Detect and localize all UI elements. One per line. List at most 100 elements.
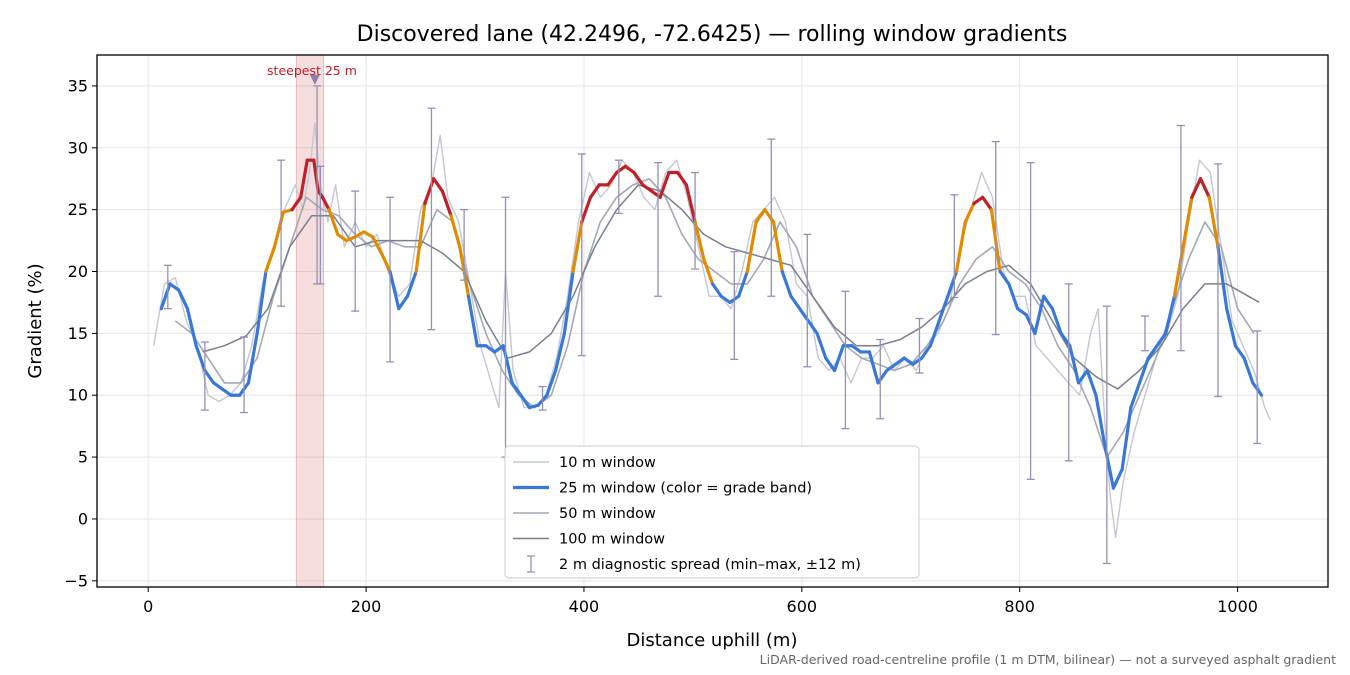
series-25m-segment [1120,406,1133,472]
series-25m-segment [1164,294,1176,335]
error-bar [803,233,812,368]
series-25m-segment [902,356,915,366]
legend-label: 25 m window (color = grade band) [559,481,812,497]
y-tick-label: 0 [78,509,88,528]
series-25m-segment [815,331,828,360]
series-25m-segment [220,387,233,397]
error-bar [1176,124,1185,352]
legend-label: 50 m window [559,506,656,522]
series-25m-segment [676,170,688,187]
legend-entry: 50 m window [513,506,656,522]
error-bar [277,159,286,307]
series-25m-segment [928,319,941,348]
series-25m-segment [379,251,392,274]
error-bar [654,161,663,297]
series-25m-segment [327,208,340,236]
series-25m-segment [920,344,932,360]
y-tick-label: 25 [68,200,88,219]
series-25m-segment [554,331,566,373]
error-bar [614,159,623,215]
error-bar [950,194,959,299]
error-bar [915,317,924,374]
series-25m-segment [684,183,697,224]
series-25m-segment [1181,195,1194,249]
diagnostic-error-bars [163,85,1262,565]
series-25m-segment [885,362,898,373]
error-bar [841,290,850,430]
series-25m-segment [937,294,950,323]
steepest-band-highlight [295,55,325,587]
series-25m-segment [1225,307,1238,348]
series-25m-segment [545,368,558,397]
series-25m-segment [203,368,216,385]
series-25m-segment [1172,245,1185,298]
series-25m-segment [440,189,453,218]
series-25m-segment [519,393,532,410]
error-bar [1140,315,1149,352]
annotations: steepest 25 m [267,63,357,85]
error-bar [730,251,739,361]
x-tick-label: 200 [351,597,382,616]
error-bar [577,153,586,357]
series-25m-segment [972,195,985,206]
x-tick-label: 1000 [1217,597,1258,616]
series-25m-segment [963,201,976,224]
series-25m-segment [255,269,268,335]
series-25m-segment [397,294,410,311]
error-bar [1102,305,1111,565]
series-25m-segment [362,230,375,239]
series-25m-segment [405,269,418,298]
series-25m-segment [780,269,793,298]
legend-label: 100 m window [559,532,665,548]
error-bar [767,138,776,297]
series-25m-segment [658,170,671,199]
plot-frame [96,54,1329,588]
error-bar [316,165,325,285]
series-25m-segment [763,208,776,224]
legend-entry: 2 m diagnostic spread (min–max, ±12 m) [527,555,861,573]
series-25m-segment [211,381,224,391]
series-25m-segment [693,220,706,261]
series-25m-segment [423,177,436,206]
series-25m-segment [606,170,619,187]
series-25m-segment [806,319,819,335]
error-bar [1253,330,1262,445]
legend-entry: 25 m window (color = grade band) [513,481,812,497]
series-25m-segment [893,356,906,366]
axis-ticks: 0 200 400 600 800 1000 −5 0 5 10 15 20 25 30 35 [64,76,1258,616]
x-tick-label: 600 [787,597,818,616]
series-25m-segment [1137,356,1150,385]
series-25m-segment [876,368,889,385]
legend-label: 2 m diagnostic spread (min–max, ±12 m) [559,557,861,573]
series-25m-segment [1033,294,1046,335]
series-25m-segment [1007,282,1020,311]
series-25m-segment [432,177,444,193]
legend-box [504,445,920,579]
series-25m-segment [719,294,732,305]
steepest-marker [309,74,320,85]
series-25m-segment [710,282,723,298]
series-25m-segment [1103,443,1115,490]
series-25m-segment [946,269,959,298]
legend: 10 m window 25 m window (color = grade ba… [504,445,920,579]
series-25m-segment [1094,393,1107,447]
series-25m-segment [168,282,181,292]
series-25m-segment [1207,195,1220,249]
series-25m-segment [177,288,190,311]
series-25m-segment [954,220,967,274]
series-25m-segment [911,356,924,366]
legend-label: 10 m window [559,455,656,471]
series-25m-segment [159,282,172,311]
series-25m-segment [580,195,593,224]
series-25m-segment [510,381,523,397]
error-bar [691,171,700,270]
error-bar [427,107,436,331]
series-25m-segment [1068,344,1081,385]
series-25m-segment [264,245,277,274]
steepest-label: steepest 25 m [267,63,357,78]
series-25m-segment [771,220,784,274]
y-tick-label: 5 [78,448,88,467]
footnote: LiDAR-derived road-centreline profile (1… [760,652,1336,667]
series-25m-segment [1050,307,1063,335]
